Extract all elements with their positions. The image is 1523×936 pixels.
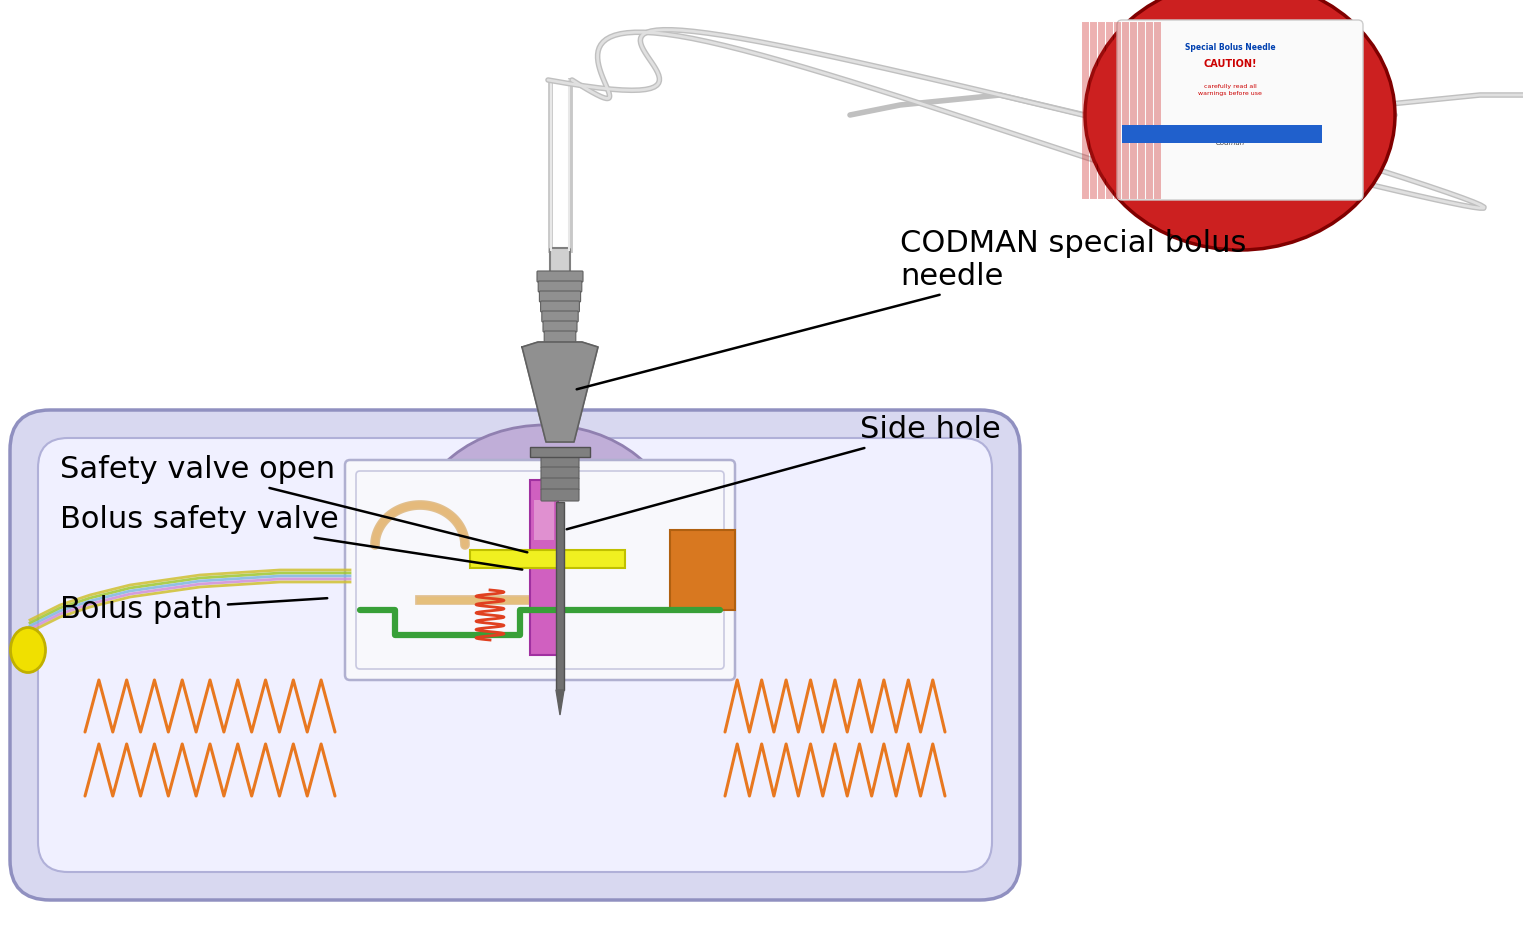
Polygon shape bbox=[522, 342, 599, 442]
Text: CAUTION!: CAUTION! bbox=[1203, 59, 1256, 69]
Bar bbox=[556, 502, 564, 690]
Text: carefully read all
warnings before use: carefully read all warnings before use bbox=[1199, 84, 1263, 96]
Text: Codman: Codman bbox=[1215, 140, 1244, 146]
FancyBboxPatch shape bbox=[542, 311, 579, 322]
Text: Special Bolus Needle: Special Bolus Needle bbox=[1185, 43, 1275, 52]
FancyBboxPatch shape bbox=[550, 248, 570, 274]
Text: Bolus path: Bolus path bbox=[59, 595, 327, 624]
FancyBboxPatch shape bbox=[346, 460, 736, 680]
Text: Bolus safety valve: Bolus safety valve bbox=[59, 505, 522, 570]
FancyBboxPatch shape bbox=[38, 438, 991, 872]
Polygon shape bbox=[556, 690, 564, 715]
Bar bbox=[530, 447, 589, 457]
FancyBboxPatch shape bbox=[11, 410, 1020, 900]
FancyBboxPatch shape bbox=[538, 271, 583, 282]
FancyBboxPatch shape bbox=[541, 456, 579, 468]
FancyBboxPatch shape bbox=[544, 321, 577, 332]
FancyBboxPatch shape bbox=[539, 291, 580, 302]
Bar bbox=[670, 530, 736, 610]
Text: Safety valve open: Safety valve open bbox=[59, 456, 527, 552]
FancyBboxPatch shape bbox=[541, 478, 579, 490]
Ellipse shape bbox=[1084, 0, 1395, 250]
FancyBboxPatch shape bbox=[541, 301, 579, 312]
FancyBboxPatch shape bbox=[544, 331, 576, 342]
Text: CODMAN special bolus
needle: CODMAN special bolus needle bbox=[577, 228, 1246, 389]
Ellipse shape bbox=[11, 627, 46, 672]
FancyBboxPatch shape bbox=[541, 489, 579, 501]
FancyBboxPatch shape bbox=[541, 467, 579, 479]
FancyBboxPatch shape bbox=[538, 281, 582, 292]
Bar bbox=[530, 480, 557, 655]
Bar bbox=[535, 500, 554, 540]
Bar bbox=[471, 550, 624, 568]
Ellipse shape bbox=[414, 425, 675, 635]
Text: Side hole: Side hole bbox=[567, 416, 1001, 529]
Bar bbox=[1122, 125, 1322, 143]
FancyBboxPatch shape bbox=[1116, 20, 1363, 200]
